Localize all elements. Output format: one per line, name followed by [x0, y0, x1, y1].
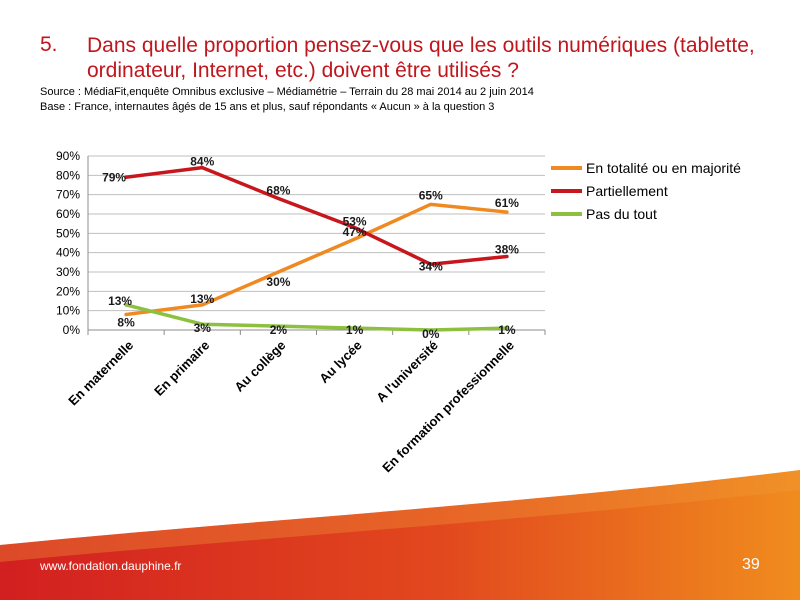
- y-tick-label: 0%: [63, 323, 81, 337]
- x-tick-label: Au collège: [231, 338, 288, 395]
- x-tick-label: A l'université: [373, 338, 441, 406]
- y-tick-label: 10%: [56, 304, 80, 318]
- data-label: 79%: [102, 170, 126, 184]
- x-tick-label: Au lycée: [316, 338, 364, 386]
- data-label: 38%: [495, 243, 519, 257]
- data-label: 53%: [343, 215, 367, 229]
- data-label: 65%: [419, 188, 443, 202]
- base-line: Base : France, internautes âgés de 15 an…: [40, 101, 495, 113]
- data-label: 30%: [266, 275, 290, 289]
- series-line-1: [124, 202, 509, 317]
- data-label: 13%: [108, 294, 132, 308]
- y-tick-label: 80%: [56, 168, 80, 182]
- y-tick-label: 50%: [56, 226, 80, 240]
- data-label: 34%: [419, 259, 443, 273]
- data-label: 68%: [266, 184, 290, 198]
- x-tick-label: En primaire: [151, 338, 212, 399]
- data-label: 1%: [346, 323, 364, 337]
- series-line-2: [124, 165, 509, 267]
- data-label: 0%: [422, 327, 440, 341]
- series-line-3: [124, 303, 509, 332]
- legend-label: Pas du tout: [586, 206, 657, 222]
- y-tick-label: 90%: [56, 149, 80, 163]
- source-block: Source : MédiaFit,enquête Omnibus exclus…: [40, 85, 534, 115]
- question-title: Dans quelle proportion pensez-vous que l…: [87, 34, 755, 82]
- data-label: 61%: [495, 196, 519, 210]
- footer-url[interactable]: www.fondation.dauphine.fr: [40, 559, 182, 573]
- data-label: 47%: [343, 225, 367, 239]
- data-label: 3%: [194, 321, 212, 335]
- data-label: 2%: [270, 323, 288, 337]
- page-number: 39: [742, 556, 760, 573]
- y-tick-label: 70%: [56, 188, 80, 202]
- data-label: 8%: [117, 316, 135, 330]
- legend-label: En totalité ou en majorité: [586, 160, 741, 176]
- data-label: 84%: [190, 155, 214, 169]
- y-tick-label: 20%: [56, 284, 80, 298]
- x-tick-label: En formation professionnelle: [379, 338, 517, 476]
- question-number: 5.: [40, 33, 58, 56]
- legend-label: Partiellement: [586, 183, 668, 199]
- data-label: 13%: [190, 292, 214, 306]
- y-tick-label: 60%: [56, 207, 80, 221]
- y-tick-label: 40%: [56, 246, 80, 260]
- footer-band-highlight: [0, 470, 800, 562]
- y-tick-label: 30%: [56, 265, 80, 279]
- footer-band-shape: [0, 470, 800, 600]
- source-line: Source : MédiaFit,enquête Omnibus exclus…: [40, 86, 534, 98]
- x-tick-label: En maternelle: [65, 338, 136, 409]
- data-label: 1%: [498, 323, 516, 337]
